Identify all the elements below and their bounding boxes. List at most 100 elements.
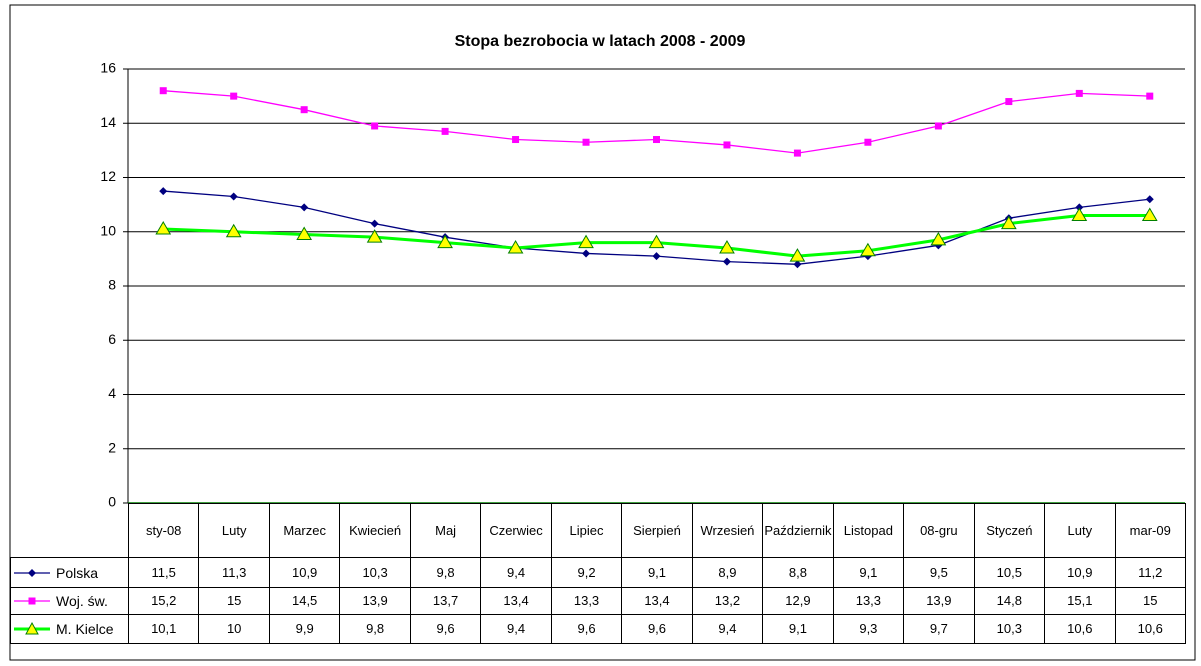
value-cell: 9,4 [480, 557, 552, 588]
legend-label: Polska [56, 564, 99, 581]
value-cell: 11,3 [198, 557, 270, 588]
value-cell: 9,4 [480, 614, 552, 644]
category-cell: Styczeń [973, 503, 1046, 558]
marker [793, 260, 802, 269]
marker [793, 149, 801, 157]
y-tick-label: 8 [108, 277, 116, 293]
category-cell: Wrzesień [691, 503, 764, 558]
value-cell: 13,2 [691, 587, 764, 615]
value-cell: 15 [198, 587, 270, 615]
value-cell: 9,7 [903, 614, 975, 644]
value-cell: 10,3 [973, 614, 1046, 644]
marker [934, 122, 942, 130]
value-cell: 14,8 [973, 587, 1046, 615]
value-cell: 9,2 [550, 557, 623, 588]
marker [512, 136, 520, 144]
value-cell: 10,6 [1044, 614, 1116, 644]
value-cell: 8,9 [691, 557, 764, 588]
marker [159, 87, 167, 95]
marker [652, 252, 661, 261]
marker [1071, 207, 1088, 221]
marker [370, 219, 379, 228]
marker [1075, 89, 1083, 97]
marker [441, 127, 449, 135]
value-cell: 15 [1114, 587, 1186, 615]
marker [159, 187, 168, 196]
y-tick-label: 12 [100, 168, 116, 184]
legend-cell: Woj. św. [10, 587, 129, 615]
value-cell: 9,8 [409, 557, 482, 588]
y-tick-label: 10 [100, 222, 116, 238]
marker [300, 106, 308, 114]
category-cell: sty-08 [128, 503, 200, 558]
value-cell: 12,9 [762, 587, 834, 615]
y-tick-label: 14 [100, 114, 116, 130]
category-cell: Luty [198, 503, 270, 558]
value-cell: 9,1 [762, 614, 834, 644]
legend-marker [28, 597, 36, 605]
marker [578, 234, 594, 249]
marker [229, 192, 238, 201]
value-cell: 13,4 [480, 587, 552, 615]
value-cell: 8,8 [762, 557, 834, 588]
marker [1005, 98, 1013, 106]
value-cell: 13,3 [550, 587, 623, 615]
marker [1075, 203, 1084, 212]
value-cell: 10,6 [1114, 614, 1186, 644]
legend-cell: M. Kielce [10, 614, 129, 644]
value-cell: 13,3 [832, 587, 905, 615]
marker [648, 234, 665, 249]
marker [1141, 207, 1158, 221]
value-cell: 10,1 [128, 614, 200, 644]
value-cell: 10,5 [973, 557, 1046, 588]
y-tick-label: 6 [108, 331, 116, 347]
marker [582, 138, 590, 146]
value-cell: 9,5 [903, 557, 975, 588]
value-cell: 9,1 [832, 557, 905, 588]
value-cell: 9,6 [409, 614, 482, 644]
marker [1000, 215, 1017, 230]
value-cell: 13,7 [409, 587, 482, 615]
value-cell: 10,3 [339, 557, 411, 588]
category-cell: Kwiecień [339, 503, 411, 558]
value-cell: 9,8 [339, 614, 411, 644]
value-cell: 9,1 [621, 557, 693, 588]
y-tick-label: 16 [100, 60, 116, 76]
y-tick-label: 2 [108, 439, 116, 455]
value-cell: 9,4 [691, 614, 764, 644]
category-cell: Październik [762, 503, 834, 558]
legend-label: Woj. św. [56, 593, 108, 609]
value-cell: 10,9 [268, 557, 341, 588]
value-cell: 13,4 [621, 587, 693, 615]
legend-marker [25, 621, 39, 635]
marker [155, 221, 172, 235]
marker [723, 141, 731, 149]
marker [300, 203, 309, 212]
value-cell: 11,2 [1114, 557, 1186, 588]
value-cell: 10 [198, 614, 270, 644]
marker [225, 223, 242, 238]
value-cell: 14,5 [268, 587, 341, 615]
legend-key [14, 597, 50, 605]
category-cell: mar-09 [1114, 503, 1186, 558]
category-cell: Sierpień [621, 503, 693, 558]
chart-title: Stopa bezrobocia w latach 2008 - 2009 [455, 33, 746, 50]
marker [507, 240, 524, 254]
value-cell: 10,9 [1044, 557, 1116, 588]
marker [296, 226, 313, 240]
category-cell: Czerwiec [480, 503, 552, 558]
value-cell: 15,1 [1044, 587, 1116, 615]
marker [366, 229, 383, 243]
marker [864, 138, 872, 146]
value-cell: 11,5 [128, 557, 200, 588]
marker [1146, 92, 1154, 100]
category-cell: Maj [409, 503, 482, 558]
category-cell: Lipiec [550, 503, 623, 558]
y-tick-label: 0 [108, 494, 116, 510]
category-cell: Marzec [268, 503, 341, 558]
value-cell: 9,3 [832, 614, 905, 644]
category-cell: Listopad [832, 503, 905, 558]
legend-key [14, 621, 50, 635]
y-tick-label: 4 [108, 385, 116, 401]
